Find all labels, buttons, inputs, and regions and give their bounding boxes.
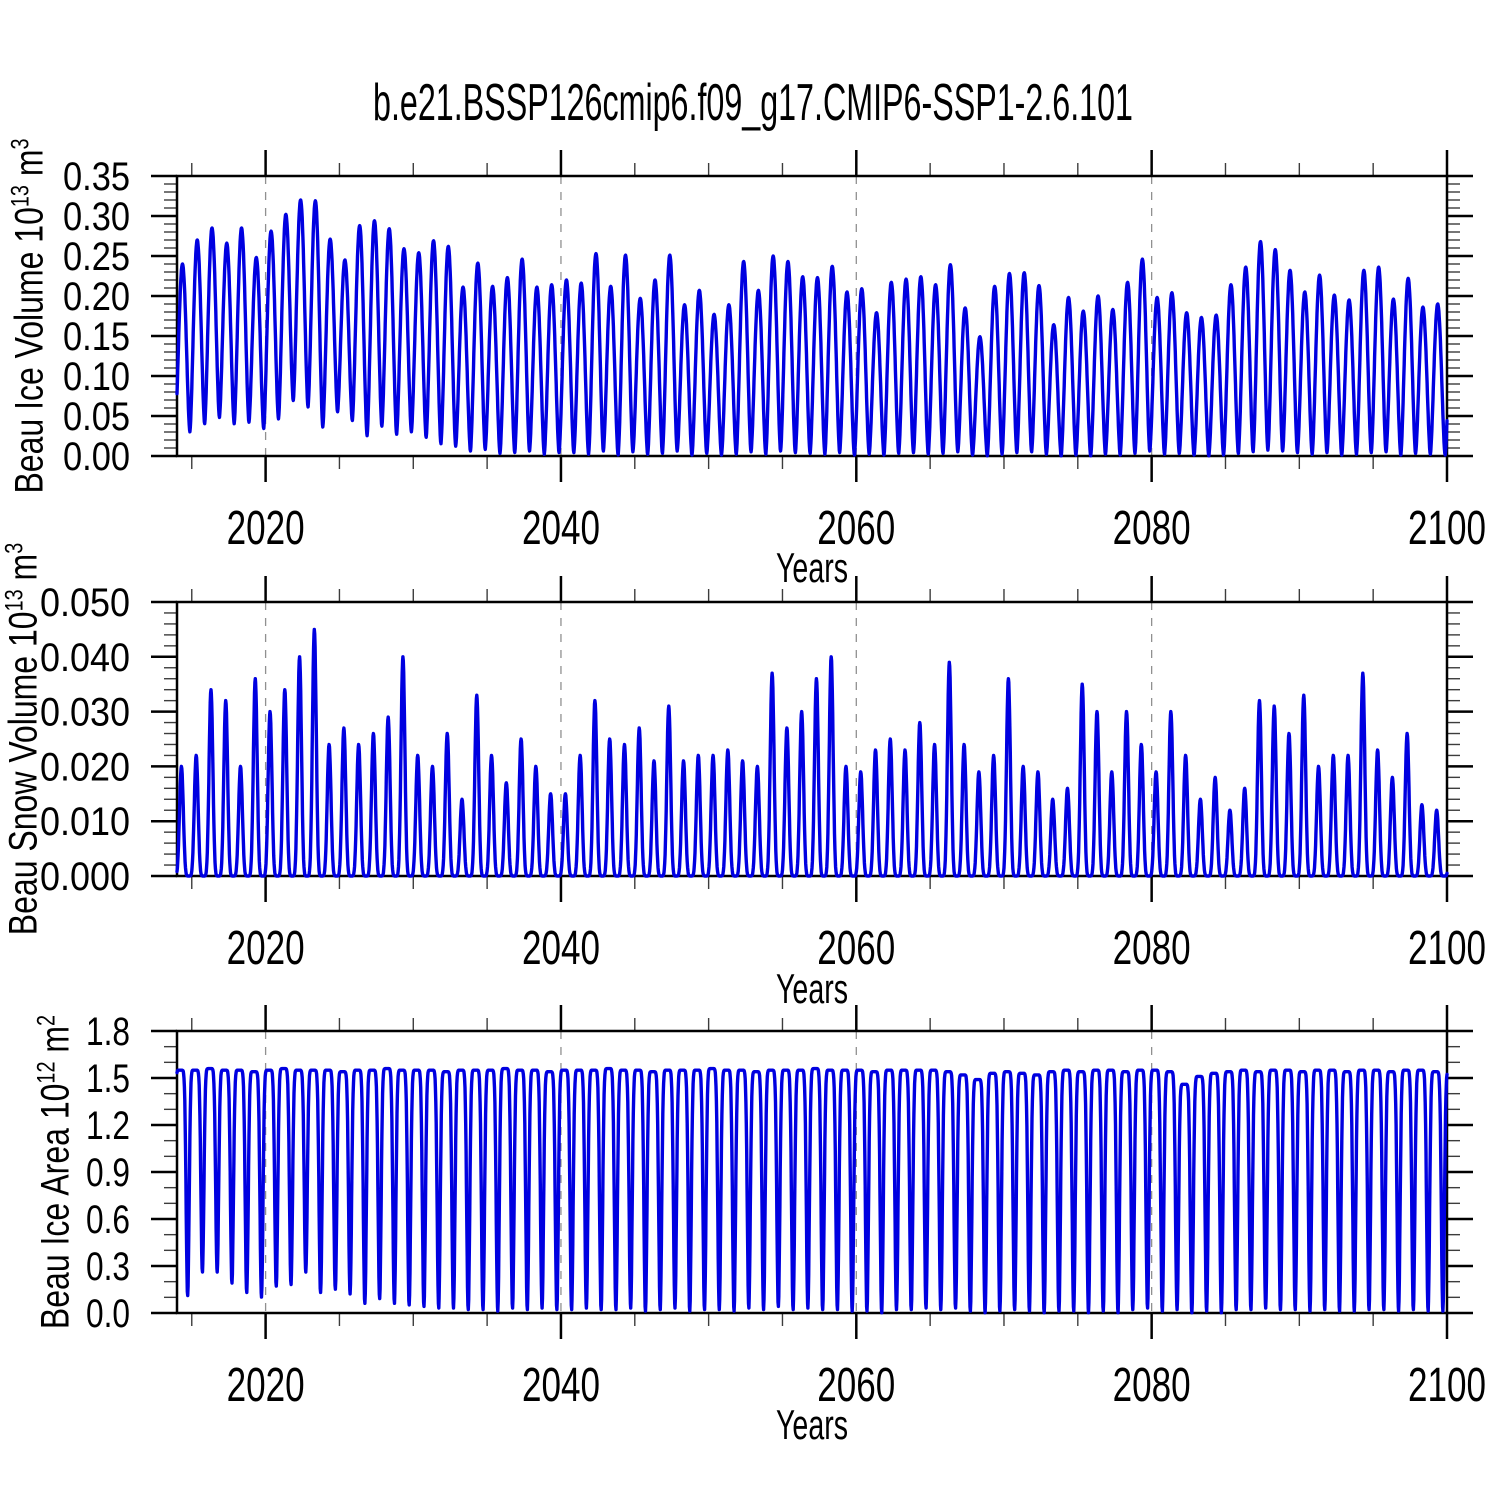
x-axis-title-ice-volume: Years [776,544,848,591]
x-axis-title-snow-volume: Years [776,965,848,1012]
y-axis-title-ice-area: Beau Ice Area 1012 m2 [33,1015,78,1329]
y-axis-title-snow-volume: Beau Snow Volume 1013 m3 [1,543,46,935]
svg-text:2100: 2100 [1408,502,1486,555]
unit: m [1,553,46,590]
svg-text:2040: 2040 [522,922,600,975]
svg-text:0.030: 0.030 [40,691,130,735]
svg-text:0.050: 0.050 [40,581,130,625]
svg-text:2020: 2020 [227,1359,305,1412]
plot-box [175,174,1449,458]
snow-volume-line [175,627,1449,878]
svg-text:0.10: 0.10 [63,355,130,399]
exponent: 13 [1,589,29,612]
unit: m [33,1025,78,1062]
ice-volume-line [175,198,1449,458]
y-axis-title-text: Beau Ice Area 10 [33,1083,78,1330]
svg-text:0.35: 0.35 [63,155,130,199]
svg-text:0.0: 0.0 [86,1292,130,1336]
y-tick-labels: 0.000.050.100.150.200.250.300.35 [63,155,130,479]
svg-text:0.05: 0.05 [63,395,130,439]
svg-text:0.040: 0.040 [40,636,130,680]
y-axis-title-ice-volume: Beau Ice Volume 1013 m3 [7,138,52,493]
svg-text:2020: 2020 [227,502,305,555]
svg-text:2040: 2040 [522,1359,600,1412]
minor-ticks [164,163,1460,469]
plot-box [175,600,1449,878]
major-ticks [151,150,1473,482]
svg-text:0.020: 0.020 [40,745,130,789]
x-tick-labels: 2020 2040 2060 2080 2100 [227,1359,1486,1412]
x-tick-labels: 2020 2040 2060 2080 2100 [227,922,1486,975]
svg-text:2040: 2040 [522,502,600,555]
y-tick-labels: 0.000 0.010 0.020 0.030 0.040 0.050 [40,581,130,899]
minor-ticks [164,1018,1460,1326]
major-ticks [151,576,1473,902]
gridlines [264,1031,1153,1313]
svg-text:0.25: 0.25 [63,235,130,279]
svg-text:0.3: 0.3 [86,1245,130,1289]
ice-area-line [175,1066,1449,1315]
svg-text:0.9: 0.9 [86,1151,130,1195]
svg-text:2100: 2100 [1408,922,1486,975]
svg-text:1.5: 1.5 [86,1057,130,1101]
svg-text:2080: 2080 [1113,922,1191,975]
minor-ticks [164,589,1460,889]
svg-text:0.15: 0.15 [63,315,130,359]
svg-text:2080: 2080 [1113,1359,1191,1412]
svg-text:0.30: 0.30 [63,195,130,239]
unit-exponent: 3 [1,542,29,554]
svg-text:0.010: 0.010 [40,800,130,844]
gridlines [264,602,1153,876]
plot-box [175,1029,1449,1315]
x-axis-title-ice-area: Years [776,1401,848,1448]
svg-text:0.000: 0.000 [40,855,130,899]
svg-text:1.8: 1.8 [86,1010,130,1054]
svg-text:0.6: 0.6 [86,1198,130,1242]
chart-title: b.e21.BSSP126cmip6.f09_g17.CMIP6-SSP1-2.… [373,74,1133,132]
exponent: 12 [33,1061,61,1084]
y-axis-title-text: Beau Snow Volume 10 [1,611,46,936]
svg-text:1.2: 1.2 [86,1104,130,1148]
exponent: 13 [7,185,35,208]
major-ticks [151,1005,1473,1339]
y-axis-title-text: Beau Ice Volume 10 [7,207,52,494]
gridlines [264,176,1153,456]
svg-text:2020: 2020 [227,922,305,975]
svg-text:2080: 2080 [1113,502,1191,555]
x-tick-labels: 2020 2040 2060 2080 2100 [227,502,1486,555]
svg-text:0.00: 0.00 [63,435,130,479]
unit-exponent: 2 [33,1014,61,1026]
unit: m [7,149,52,186]
y-tick-labels: 0.00.30.60.91.21.51.8 [86,1010,130,1336]
unit-exponent: 3 [7,138,35,150]
svg-text:0.20: 0.20 [63,275,130,319]
svg-text:2100: 2100 [1408,1359,1486,1412]
